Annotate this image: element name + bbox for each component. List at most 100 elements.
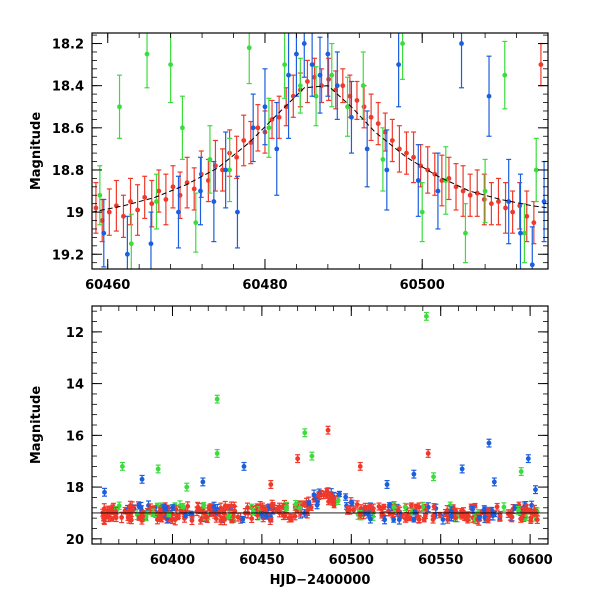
bottom-outlier-blue: [384, 480, 390, 489]
bottom-data-point-red: [354, 500, 360, 509]
bottom-data-point-blue: [306, 500, 312, 507]
top-data-point-blue: [317, 36, 323, 114]
bottom-y-tick-label: 20: [66, 533, 84, 548]
bottom-data-point-green: [201, 501, 207, 509]
top-data-point-red: [538, 42, 544, 87]
bottom-outlier-green: [423, 311, 429, 321]
bottom-x-tick-label: 60500: [329, 553, 374, 568]
top-data-point-red: [106, 188, 112, 236]
top-data-point-red: [446, 156, 452, 201]
bottom-y-axis-label: Magnitude: [29, 386, 44, 465]
top-data-point-green: [144, 33, 150, 89]
top-data-point-red: [467, 173, 473, 217]
bottom-data-point-red: [416, 502, 422, 512]
top-data-point-blue: [384, 129, 390, 211]
bottom-data-point-red: [101, 514, 107, 522]
top-plot-frame: [91, 32, 549, 270]
top-x-tick-label: 60480: [242, 278, 287, 293]
top-data-point-blue: [262, 68, 268, 146]
top-data-point-red: [510, 190, 516, 234]
bottom-outlier-green: [184, 482, 190, 492]
bottom-data-point-red: [534, 515, 540, 524]
bottom-data-point-red: [453, 507, 459, 515]
bottom-data-point-red: [154, 514, 160, 525]
bottom-data-point-green: [420, 501, 426, 512]
bottom-data-point-red: [362, 502, 368, 512]
top-data-point-red: [354, 80, 360, 120]
top-data-point-green: [207, 125, 213, 194]
top-y-tick-label: 19: [66, 206, 84, 221]
bottom-data-point-red: [395, 505, 401, 517]
bottom-y-tick-label: 18: [66, 481, 84, 496]
bottom-data-point-red: [431, 503, 437, 511]
top-data-point-blue: [223, 131, 229, 209]
top-data-point-blue: [517, 173, 523, 269]
top-data-point-blue: [348, 80, 354, 154]
top-axes: 60460 60480 60500 18.2 18.4 18.6 18.8 19 19.2: [52, 33, 549, 293]
top-y-tick-label: 18.2: [52, 38, 84, 53]
bottom-data-point-red: [444, 505, 450, 517]
top-data-point-red: [163, 173, 169, 226]
top-data-point-blue: [250, 93, 256, 163]
top-data-point-red: [340, 68, 346, 104]
bottom-data-point-blue: [163, 505, 169, 512]
top-data-point-green: [227, 137, 233, 203]
top-data-point-green: [360, 51, 366, 120]
bottom-data-point-red: [189, 515, 195, 526]
bottom-outlier-green: [302, 428, 308, 438]
top-data-point-red: [191, 167, 197, 211]
bottom-data-point-red: [485, 507, 491, 513]
bottom-y-tick-label: 14: [66, 378, 84, 393]
bottom-data-point-blue: [343, 493, 349, 501]
top-data-point-red: [93, 182, 99, 234]
top-data-point-green: [168, 33, 174, 104]
top-y-tick-label: 18.6: [52, 122, 84, 137]
model-curve: [92, 85, 548, 213]
bottom-data-point-blue: [476, 514, 482, 521]
bottom-data-point-red: [119, 511, 125, 524]
bottom-data-point-red: [128, 515, 134, 525]
bottom-data-point-blue: [314, 501, 320, 510]
top-data-point-red: [425, 146, 431, 194]
bottom-x-tick-label: 60400: [150, 553, 195, 568]
bottom-data-point-red: [286, 513, 292, 523]
bottom-panel-data: [92, 311, 548, 526]
bottom-data-point-red: [330, 500, 336, 506]
bottom-data-point-red: [324, 487, 330, 494]
top-data-point-blue: [334, 51, 340, 120]
top-data-point-red: [368, 93, 374, 142]
top-data-point-blue: [396, 33, 402, 108]
bottom-data-point-blue: [311, 489, 317, 500]
bottom-data-point-blue: [440, 514, 446, 525]
bottom-data-point-red: [139, 511, 145, 519]
top-data-point-red: [495, 177, 501, 226]
bottom-outlier-red: [268, 480, 274, 489]
top-data-point-green: [419, 182, 425, 243]
bottom-outlier-blue: [532, 485, 538, 495]
bottom-data-point-green: [166, 511, 172, 518]
top-y-axis-label: Magnitude: [29, 112, 44, 191]
top-data-point-blue: [148, 211, 154, 269]
top-data-point-blue: [415, 144, 421, 217]
top-data-point-blue: [197, 156, 203, 226]
bottom-data-point-red: [403, 513, 409, 523]
top-data-point-blue: [101, 198, 107, 268]
bottom-x-tick-label: 60450: [239, 553, 284, 568]
top-data-point-blue: [211, 160, 217, 243]
bottom-data-point-blue: [336, 490, 342, 498]
bottom-data-point-blue: [411, 516, 417, 523]
top-data-point-blue: [274, 101, 280, 196]
bottom-outlier-red: [325, 425, 331, 435]
top-data-point-blue: [506, 158, 512, 245]
bottom-data-point-green: [180, 502, 186, 510]
top-data-point-red: [234, 135, 240, 179]
bottom-data-point-red: [321, 490, 327, 500]
bottom-data-point-red: [260, 505, 266, 512]
top-data-point-red: [241, 114, 247, 167]
top-data-point-red: [156, 169, 162, 213]
top-data-point-green: [521, 203, 527, 264]
top-data-point-green: [400, 33, 406, 80]
top-data-point-red: [403, 131, 409, 175]
top-data-point-green: [462, 203, 468, 264]
bottom-axes: 60400 60450 60500 60550 60600 12 14 16 18 20: [66, 306, 553, 568]
